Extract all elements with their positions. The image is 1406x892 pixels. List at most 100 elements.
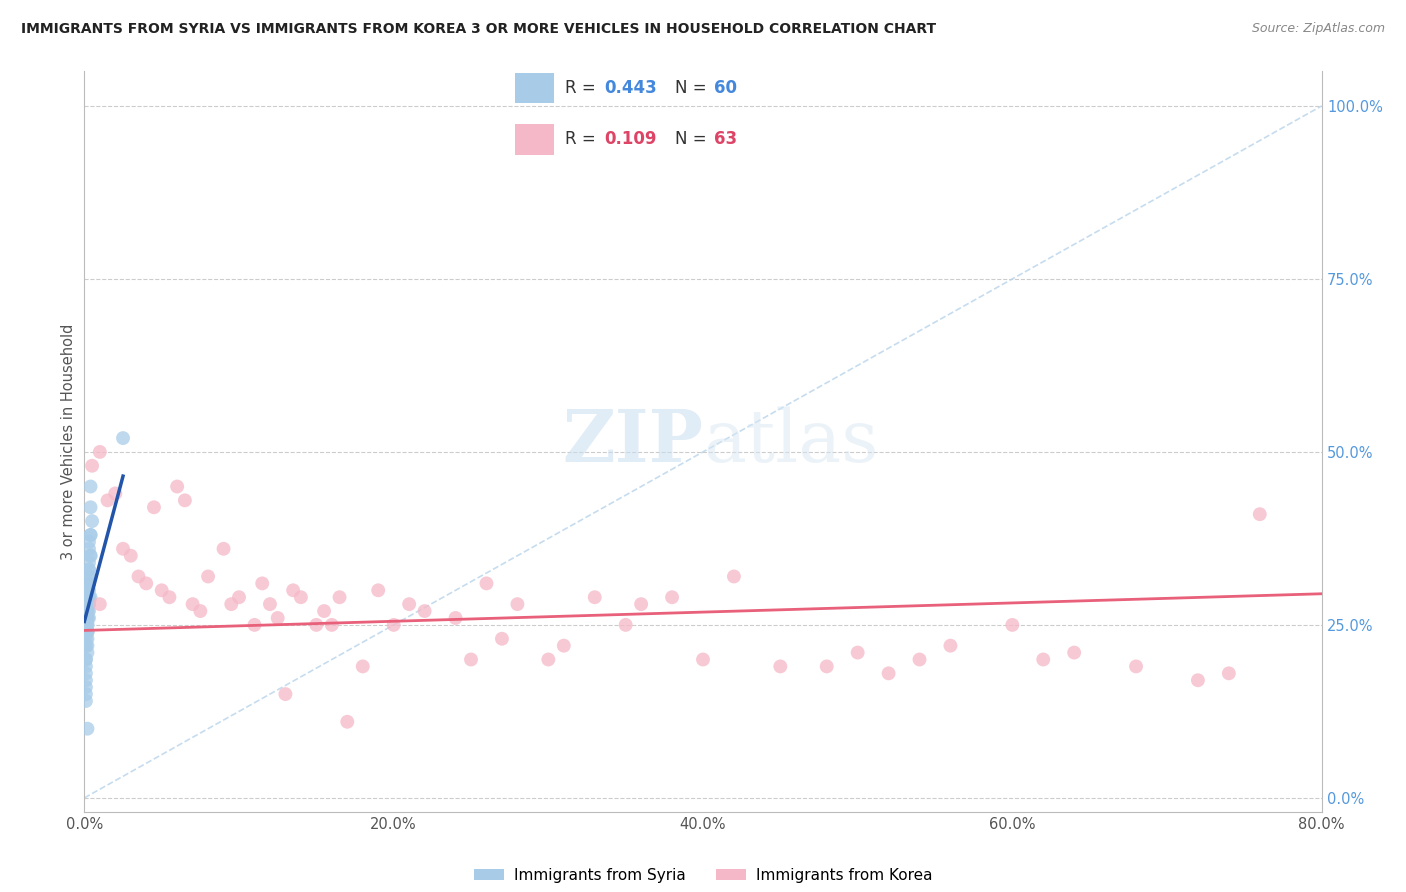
- Point: [77, 576, 100, 591]
- Point: [174, 493, 197, 508]
- Point: [77, 604, 100, 618]
- Text: 63: 63: [714, 130, 737, 148]
- Point: [75, 618, 97, 632]
- Point: [692, 652, 714, 666]
- Text: atlas: atlas: [703, 406, 879, 477]
- Point: [769, 659, 792, 673]
- Text: 0.443: 0.443: [605, 79, 658, 97]
- Text: IMMIGRANTS FROM SYRIA VS IMMIGRANTS FROM KOREA 3 OR MORE VEHICLES IN HOUSEHOLD C: IMMIGRANTS FROM SYRIA VS IMMIGRANTS FROM…: [21, 22, 936, 37]
- Point: [228, 591, 250, 605]
- Point: [1187, 673, 1209, 688]
- Point: [82, 458, 104, 473]
- Point: [181, 597, 204, 611]
- Point: [75, 604, 97, 618]
- Y-axis label: 3 or more Vehicles in Household: 3 or more Vehicles in Household: [60, 324, 76, 559]
- Point: [75, 652, 97, 666]
- Point: [75, 687, 97, 701]
- Point: [77, 556, 100, 570]
- Text: R =: R =: [565, 79, 602, 97]
- Point: [815, 659, 838, 673]
- Point: [112, 541, 135, 556]
- Point: [188, 604, 212, 618]
- Point: [252, 576, 274, 591]
- Point: [76, 624, 98, 639]
- Point: [274, 687, 297, 701]
- Point: [79, 500, 101, 515]
- Text: R =: R =: [565, 130, 602, 148]
- Point: [661, 591, 683, 605]
- Point: [76, 624, 98, 639]
- Point: [76, 639, 98, 653]
- Point: [76, 611, 98, 625]
- Text: 60: 60: [714, 79, 737, 97]
- Point: [75, 611, 97, 625]
- Point: [553, 639, 575, 653]
- Point: [150, 583, 173, 598]
- Point: [77, 597, 100, 611]
- Point: [79, 591, 101, 605]
- Text: Source: ZipAtlas.com: Source: ZipAtlas.com: [1251, 22, 1385, 36]
- Point: [77, 576, 100, 591]
- Point: [537, 652, 560, 666]
- Point: [77, 611, 100, 625]
- Point: [79, 549, 101, 563]
- Point: [846, 646, 869, 660]
- Point: [475, 576, 498, 591]
- Point: [76, 583, 98, 598]
- Point: [75, 666, 97, 681]
- Point: [1001, 618, 1024, 632]
- Point: [352, 659, 374, 673]
- Point: [166, 479, 188, 493]
- Legend: Immigrants from Syria, Immigrants from Korea: Immigrants from Syria, Immigrants from K…: [468, 862, 938, 889]
- Point: [614, 618, 637, 632]
- Point: [877, 666, 900, 681]
- Point: [75, 597, 97, 611]
- Point: [283, 583, 305, 598]
- Point: [1125, 659, 1147, 673]
- Point: [120, 549, 142, 563]
- FancyBboxPatch shape: [515, 73, 554, 103]
- Point: [908, 652, 931, 666]
- Point: [336, 714, 359, 729]
- Point: [97, 493, 120, 508]
- Point: [75, 680, 97, 694]
- Point: [939, 639, 962, 653]
- Point: [75, 583, 97, 598]
- Point: [75, 632, 97, 646]
- Point: [77, 563, 100, 577]
- Point: [76, 618, 98, 632]
- Point: [79, 549, 101, 563]
- Text: N =: N =: [675, 130, 711, 148]
- Point: [112, 431, 135, 445]
- Point: [259, 597, 281, 611]
- Point: [75, 639, 97, 653]
- Point: [79, 528, 101, 542]
- Point: [76, 597, 98, 611]
- Point: [460, 652, 482, 666]
- Point: [76, 646, 98, 660]
- Point: [77, 583, 100, 598]
- Point: [77, 591, 100, 605]
- Point: [1249, 507, 1271, 521]
- Point: [82, 514, 104, 528]
- Point: [630, 597, 652, 611]
- Point: [79, 479, 101, 493]
- Point: [77, 569, 100, 583]
- Point: [76, 597, 98, 611]
- FancyBboxPatch shape: [515, 124, 554, 155]
- Point: [77, 597, 100, 611]
- Point: [321, 618, 343, 632]
- Point: [76, 722, 98, 736]
- Point: [329, 591, 352, 605]
- Point: [143, 500, 166, 515]
- Point: [76, 591, 98, 605]
- Point: [128, 569, 150, 583]
- Point: [135, 576, 157, 591]
- Point: [305, 618, 328, 632]
- Point: [367, 583, 389, 598]
- Point: [243, 618, 266, 632]
- Point: [413, 604, 436, 618]
- Point: [89, 445, 111, 459]
- Point: [583, 591, 606, 605]
- Point: [75, 673, 97, 688]
